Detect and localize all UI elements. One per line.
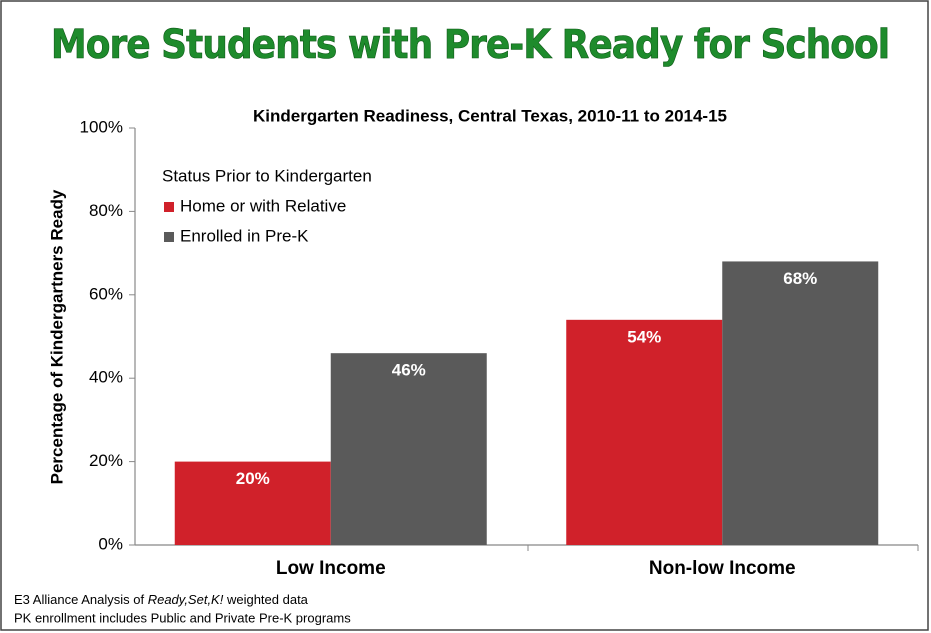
y-axis-label: Percentage of Kindergartners Ready [47, 189, 66, 484]
data-label: 20% [236, 469, 270, 488]
legend-title: Status Prior to Kindergarten [162, 166, 372, 185]
data-label: 68% [783, 269, 817, 288]
data-label: 54% [627, 327, 661, 346]
y-tick-label: 0% [98, 534, 123, 553]
footnote-part: weighted data [223, 592, 308, 607]
chart-subtitle: Kindergarten Readiness, Central Texas, 2… [253, 106, 727, 125]
data-label: 46% [392, 361, 426, 380]
y-tick-label: 20% [89, 451, 123, 470]
y-tick-label: 80% [89, 201, 123, 220]
bar [174, 461, 331, 545]
footnote-part: E3 Alliance Analysis of [14, 592, 148, 607]
y-tick-label: 60% [89, 284, 123, 303]
bar [722, 261, 879, 545]
legend-label: Home or with Relative [180, 196, 346, 215]
legend-swatch [164, 202, 174, 212]
y-tick-label: 40% [89, 368, 123, 387]
bar [566, 319, 723, 545]
chart-title: More Students with Pre-K Ready for Schoo… [51, 22, 889, 68]
bar [330, 353, 487, 545]
footnote: E3 Alliance Analysis of Ready,Set,K! wei… [14, 592, 309, 607]
x-tick-label: Non-low Income [649, 558, 796, 579]
y-tick-label: 100% [80, 117, 123, 136]
legend-label: Enrolled in Pre-K [180, 226, 309, 245]
legend-swatch [164, 232, 174, 242]
x-tick-label: Low Income [276, 558, 386, 579]
footnote-part: Ready,Set,K! [148, 592, 224, 607]
footnote: PK enrollment includes Public and Privat… [14, 610, 351, 625]
